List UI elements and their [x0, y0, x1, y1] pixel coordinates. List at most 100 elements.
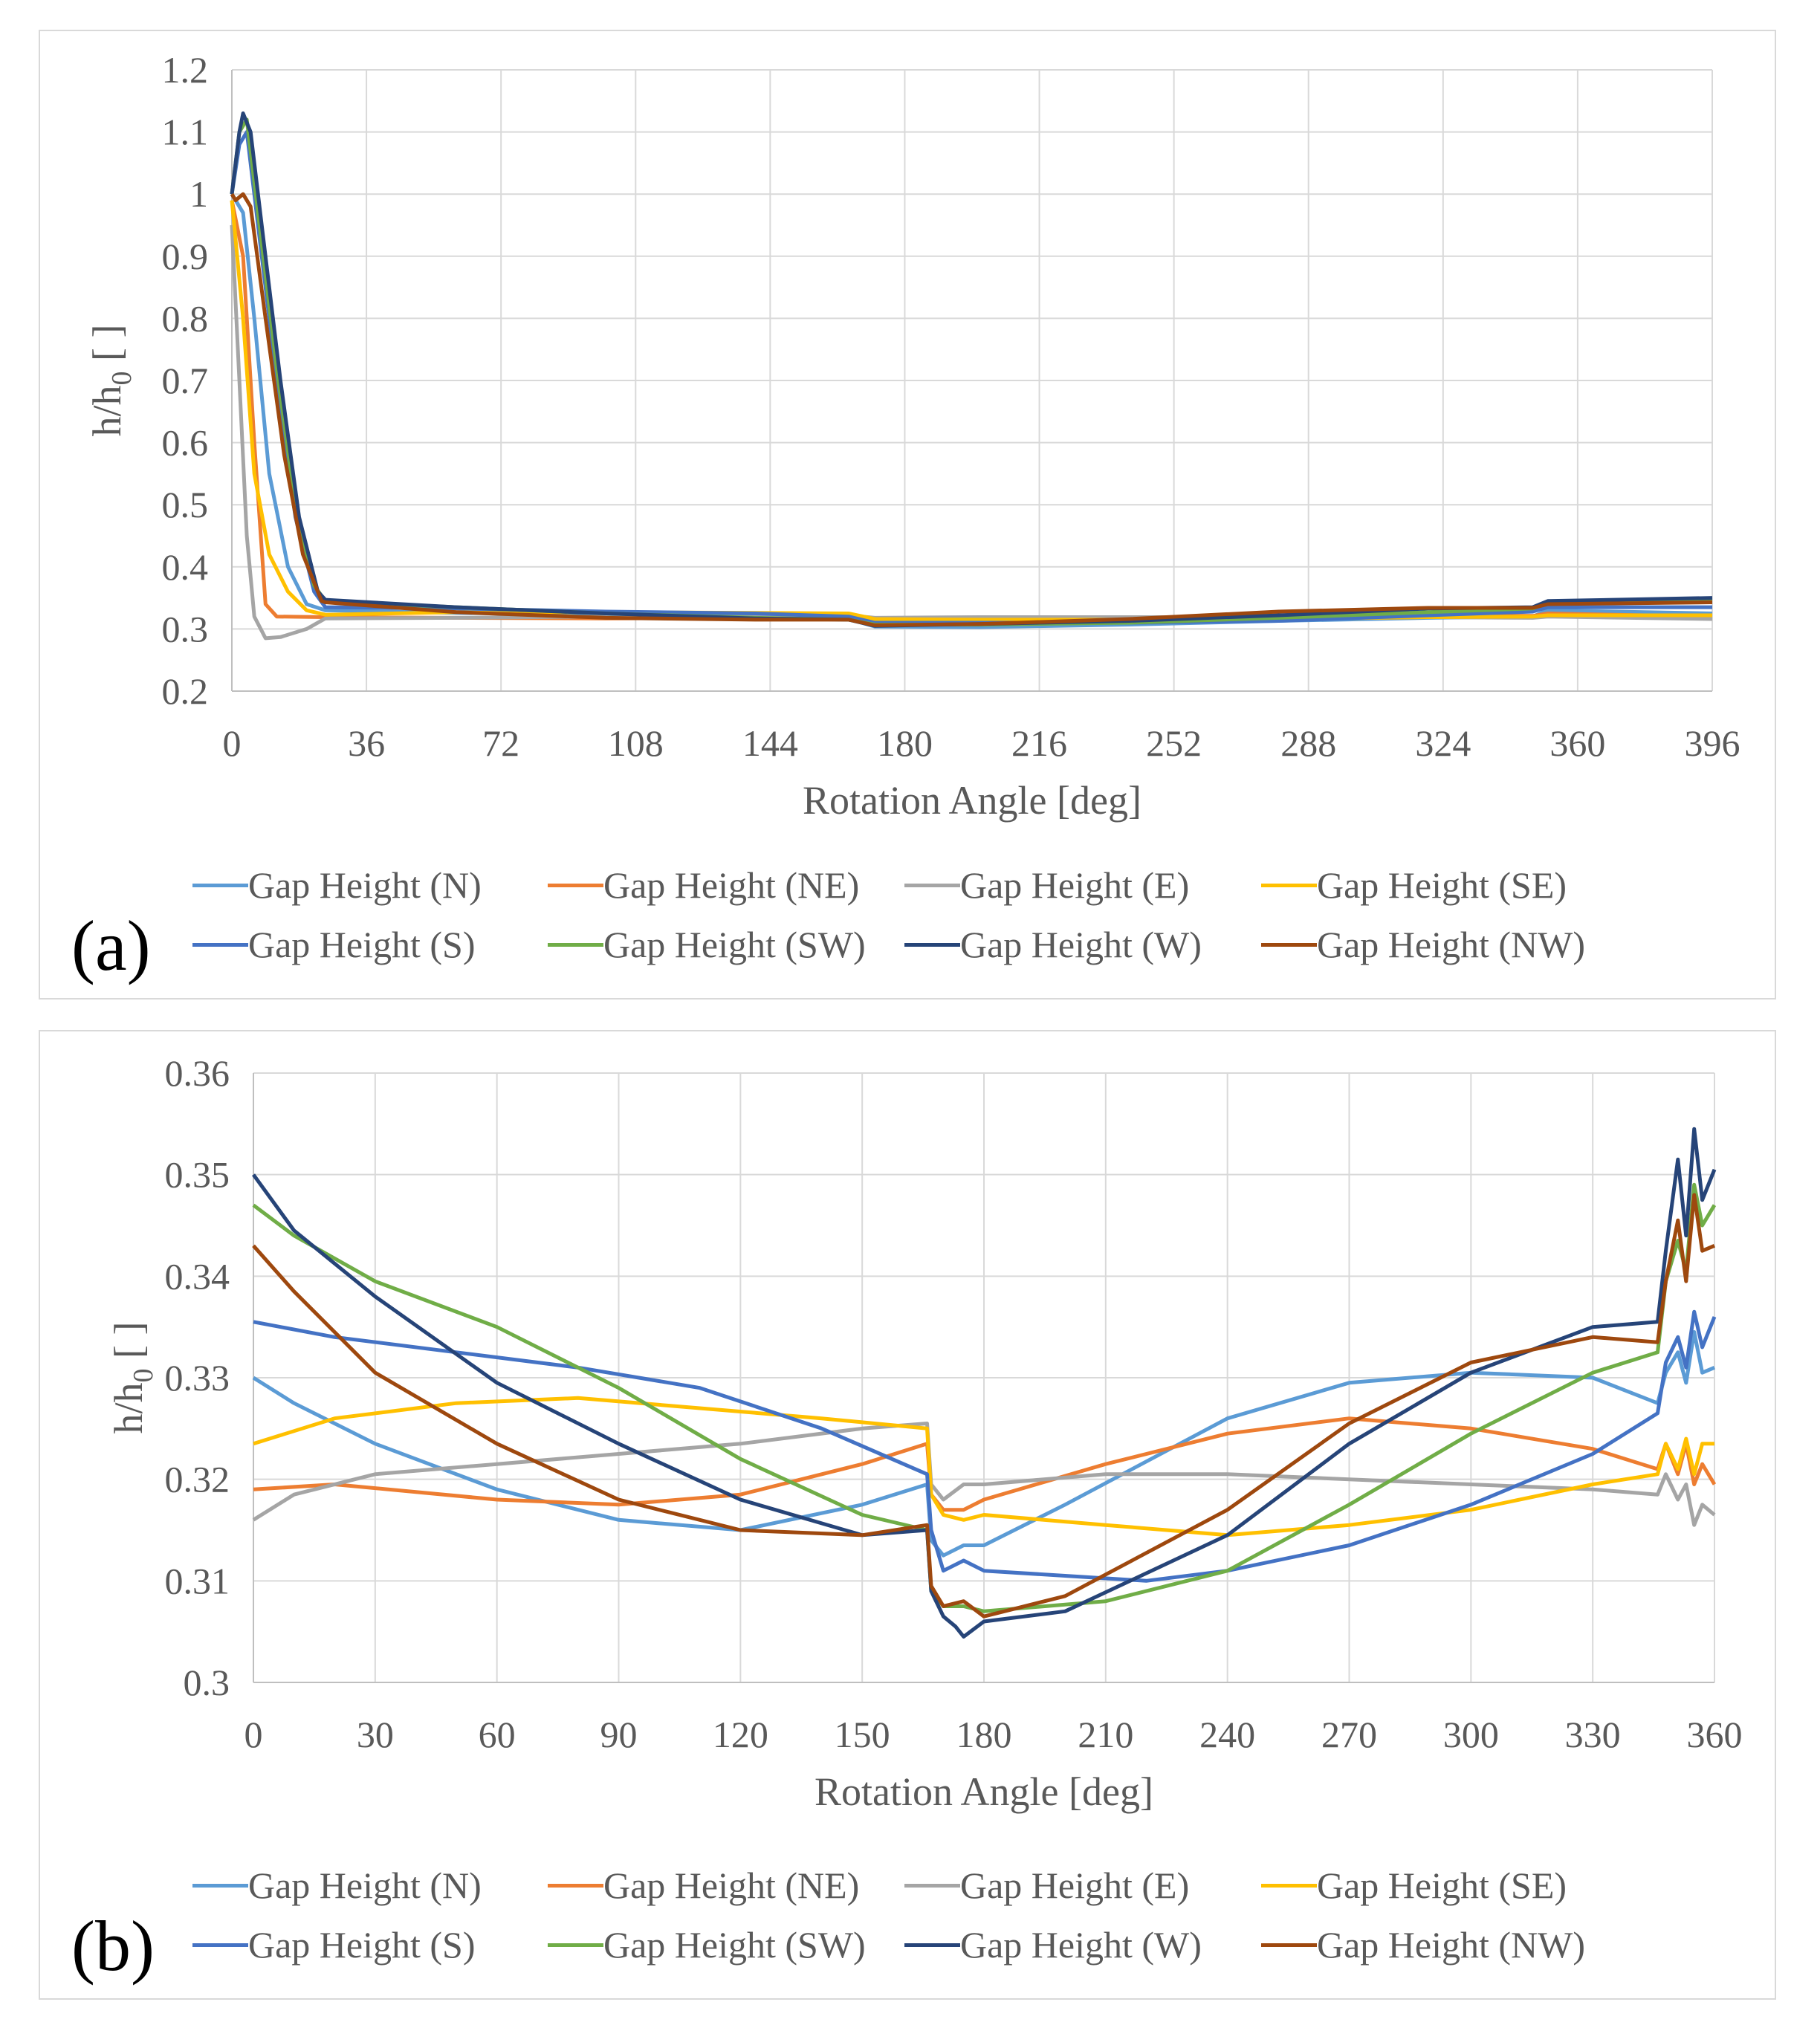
legend-item: Gap Height (S) — [192, 923, 476, 966]
legend-label: Gap Height (S) — [248, 1924, 476, 1966]
series-line-gap-height-se — [230, 200, 1712, 622]
x-axis-title: Rotation Angle [deg] — [815, 1769, 1153, 1814]
legend-swatch — [192, 1883, 248, 1888]
series-line-gap-height-se — [253, 1396, 1714, 1538]
grid-a — [231, 69, 1713, 692]
series-line-gap-height-s — [230, 130, 1712, 625]
legend-item: Gap Height (SW) — [548, 1923, 866, 1966]
legend-swatch — [904, 883, 960, 887]
chart-a-svg: 0.2 0.3 0.4 0.5 0.6 0.7 0.8 0.9 1 1.1 1.2 0 36 72 108 1… — [85, 49, 1740, 823]
legend-swatch — [192, 1943, 248, 1947]
y-tick-label: 0.31 — [165, 1560, 230, 1601]
legend-item: Gap Height (NE) — [548, 1864, 859, 1907]
y-tick-label: 1.2 — [162, 49, 209, 91]
legend-swatch — [192, 942, 248, 947]
y-axis-title: h/h0 [ ] — [106, 1322, 159, 1434]
y-tick-label: 0.34 — [165, 1255, 230, 1297]
x-tick-label: 360 — [1549, 722, 1605, 764]
legend-item: Gap Height (SE) — [1261, 1864, 1567, 1907]
legend-swatch — [1261, 1943, 1317, 1947]
x-tick-label: 240 — [1199, 1714, 1255, 1755]
legend-swatch — [904, 1943, 960, 1947]
legend-label: Gap Height (N) — [248, 1864, 482, 1906]
legend-swatch — [1261, 942, 1317, 947]
x-axis-title: Rotation Angle [deg] — [803, 778, 1141, 823]
y-tick-label: 0.33 — [165, 1357, 230, 1399]
panel-label-a: (a) — [71, 906, 151, 985]
x-tick-label: 60 — [479, 1714, 516, 1755]
legend-swatch — [548, 883, 603, 887]
y-tick-label: 0.3 — [184, 1662, 230, 1703]
y-tick-label: 1.1 — [162, 111, 209, 153]
x-tick-label: 270 — [1321, 1714, 1377, 1755]
y-tick-label: 0.9 — [162, 236, 209, 277]
legend-swatch — [1261, 1883, 1317, 1888]
legend-swatch — [904, 1883, 960, 1888]
x-tick-label: 300 — [1443, 1714, 1499, 1755]
x-tick-label: 252 — [1146, 722, 1202, 764]
legend-item: Gap Height (N) — [192, 1864, 482, 1907]
x-tick-label: 144 — [742, 722, 798, 764]
y-axis-title: h/h0 [ ] — [85, 325, 137, 437]
series-line-gap-height-sw — [252, 1182, 1717, 1613]
series-line-gap-height-s — [253, 1309, 1717, 1583]
x-tick-label: 120 — [713, 1714, 768, 1755]
legend-item: Gap Height (N) — [192, 864, 482, 907]
series-line-gap-height-w — [230, 111, 1713, 628]
legend-label: Gap Height (N) — [248, 864, 482, 906]
y-tick-label: 1 — [190, 173, 208, 215]
legend-label: Gap Height (SE) — [1317, 864, 1567, 906]
x-tick-label: 108 — [608, 722, 664, 764]
x-tick-label: 180 — [877, 722, 933, 764]
chart-panel-b: 0.3 0.31 0.32 0.33 0.34 0.35 0.36 0 30 60 90 120 150… — [39, 1030, 1776, 2000]
legend-swatch — [548, 1883, 603, 1888]
x-tick-label: 0 — [244, 1714, 263, 1755]
x-tick-label: 180 — [956, 1714, 1012, 1755]
legend-item: Gap Height (NE) — [548, 864, 859, 907]
series-line-gap-height-n — [252, 1330, 1715, 1558]
y-tick-label: 0.8 — [162, 297, 209, 339]
y-tick-label: 0.5 — [162, 484, 209, 525]
x-tick-label: 210 — [1078, 1714, 1133, 1755]
x-tick-label: 90 — [600, 1714, 638, 1755]
y-tick-label: 0.3 — [162, 608, 209, 649]
y-tick-label: 0.35 — [165, 1154, 230, 1196]
x-tick-label: 360 — [1687, 1714, 1743, 1755]
series-line-gap-height-nw — [252, 1193, 1715, 1619]
chart-panel-a: 0.2 0.3 0.4 0.5 0.6 0.7 0.8 0.9 1 1.1 1.2 0 36 72 108 1… — [39, 30, 1776, 999]
legend-label: Gap Height (NW) — [1317, 1924, 1585, 1966]
grid-b — [253, 1072, 1715, 1683]
y-tick-label: 0.36 — [165, 1052, 230, 1094]
legend-label: Gap Height (NE) — [603, 1864, 860, 1906]
y-tick-label: 0.32 — [165, 1459, 230, 1500]
x-tick-label: 396 — [1685, 722, 1740, 764]
legend-item: Gap Height (E) — [904, 1864, 1189, 1907]
y-tick-label: 0.7 — [162, 360, 209, 401]
series-line-gap-height-ne — [230, 200, 1713, 625]
legend-item: Gap Height (W) — [904, 923, 1202, 966]
series-line-gap-height-e — [252, 1422, 1716, 1527]
legend-label: Gap Height (NW) — [1317, 924, 1585, 965]
y-tick-label: 0.4 — [162, 546, 209, 588]
x-tick-label: 330 — [1565, 1714, 1621, 1755]
x-tick-label: 288 — [1280, 722, 1336, 764]
x-tick-label: 30 — [357, 1714, 394, 1755]
legend-label: Gap Height (SW) — [603, 924, 866, 965]
legend-swatch — [548, 942, 603, 947]
legend-label: Gap Height (E) — [960, 864, 1190, 906]
chart-b-svg: 0.3 0.31 0.32 0.33 0.34 0.35 0.36 0 30 60 90 120 150… — [106, 1052, 1743, 1814]
series-line-gap-height-e — [230, 224, 1713, 641]
legend-item: Gap Height (NW) — [1261, 1923, 1585, 1966]
x-tick-label: 150 — [835, 1714, 890, 1755]
y-tick-label: 0.2 — [162, 670, 209, 712]
legend-item: Gap Height (SE) — [1261, 864, 1567, 907]
legend-item: Gap Height (W) — [904, 1923, 1202, 1966]
legend-label: Gap Height (S) — [248, 924, 476, 965]
series-line-gap-height-w — [251, 1127, 1717, 1639]
x-tick-label: 72 — [482, 722, 519, 764]
x-tick-label: 0 — [223, 722, 242, 764]
legend-label: Gap Height (NE) — [603, 864, 860, 906]
legend-swatch — [192, 883, 248, 887]
legend-item: Gap Height (E) — [904, 864, 1189, 907]
panel-label-b: (b) — [71, 1906, 155, 1986]
